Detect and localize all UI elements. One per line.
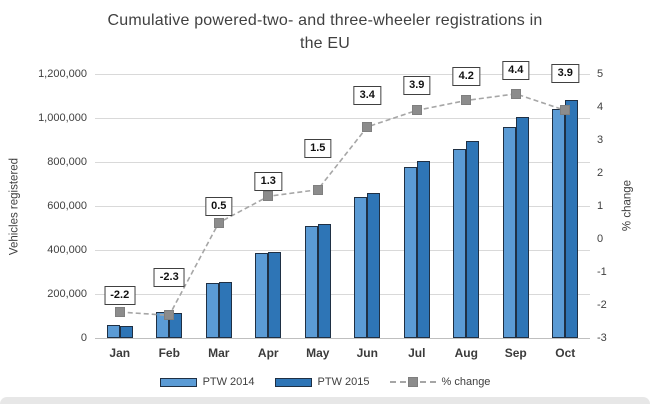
y-left-tick-label: 600,000 bbox=[47, 199, 87, 212]
legend-label: PTW 2014 bbox=[202, 376, 255, 388]
legend-label: % change bbox=[441, 376, 491, 388]
legend-item: % change bbox=[389, 376, 491, 388]
x-tick-label: Jul bbox=[408, 346, 426, 360]
pct-change-data-label: -2.2 bbox=[104, 286, 136, 306]
bar-ptw-2015 bbox=[367, 192, 381, 339]
gridline bbox=[95, 338, 590, 339]
gridline bbox=[95, 73, 590, 75]
gridline bbox=[95, 161, 590, 163]
bar-ptw-2015 bbox=[317, 224, 331, 339]
bar-ptw-2014 bbox=[255, 252, 269, 339]
pct-change-data-label: 4.2 bbox=[452, 67, 480, 87]
y-left-tick-label: 800,000 bbox=[47, 155, 87, 168]
legend-dashed-line-swatch bbox=[389, 377, 436, 387]
gridline bbox=[95, 117, 590, 119]
chart-legend: PTW 2014 PTW 2015 % change bbox=[0, 376, 650, 388]
legend-label: PTW 2015 bbox=[317, 376, 370, 388]
pct-change-data-label: -2.3 bbox=[153, 268, 185, 288]
y-right-tick-label: -1 bbox=[597, 265, 607, 278]
pct-change-data-label: 1.5 bbox=[304, 138, 332, 158]
pct-change-marker bbox=[461, 95, 472, 106]
x-tick-label: Oct bbox=[555, 346, 576, 360]
legend-marker-square bbox=[407, 377, 418, 387]
bar-ptw-2015 bbox=[565, 100, 579, 339]
y-left-tick-label: 1,200,000 bbox=[38, 67, 87, 80]
pct-change-data-label: 1.3 bbox=[254, 172, 282, 192]
y-right-tick-label: 5 bbox=[597, 67, 604, 80]
pct-change-marker bbox=[312, 184, 323, 195]
window-bottom-edge bbox=[0, 397, 650, 404]
bar-ptw-2015 bbox=[119, 325, 133, 339]
y-right-tick-label: -2 bbox=[597, 298, 607, 311]
pct-change-data-label: 0.5 bbox=[205, 196, 233, 216]
chart-title-line-1: Cumulative powered-two- and three-wheele… bbox=[107, 12, 543, 29]
bar-ptw-2014 bbox=[354, 197, 368, 339]
pct-change-data-label: 3.4 bbox=[353, 85, 381, 105]
x-tick-label: Sep bbox=[504, 346, 527, 360]
x-tick-label: Aug bbox=[454, 346, 478, 360]
pct-change-data-label: 4.4 bbox=[502, 60, 530, 80]
y-left-tick-label: 400,000 bbox=[47, 243, 87, 256]
bar-ptw-2015 bbox=[218, 282, 232, 339]
pct-change-marker bbox=[164, 310, 175, 321]
gridline bbox=[95, 293, 590, 295]
bar-ptw-2014 bbox=[552, 109, 566, 339]
bar-ptw-2014 bbox=[304, 226, 318, 339]
bar-ptw-2014 bbox=[453, 149, 467, 339]
pct-change-marker bbox=[362, 121, 373, 132]
legend-bar-swatch bbox=[274, 377, 312, 387]
y-right-tick-label: 0 bbox=[597, 232, 604, 245]
x-tick-label: Feb bbox=[158, 346, 180, 360]
bar-ptw-2014 bbox=[502, 126, 516, 339]
y-right-tick-label: 2 bbox=[597, 166, 604, 179]
legend-item: PTW 2015 bbox=[274, 376, 370, 388]
y-right-tick-label: -3 bbox=[597, 332, 607, 344]
pct-change-marker bbox=[114, 307, 125, 318]
chart-title: Cumulative powered-two- and three-wheele… bbox=[0, 9, 650, 55]
bar-ptw-2014 bbox=[106, 325, 120, 339]
x-tick-label: Apr bbox=[257, 346, 279, 360]
x-tick-label: May bbox=[306, 346, 330, 360]
bar-ptw-2015 bbox=[466, 141, 480, 339]
y-left-tick-label: 1,000,000 bbox=[38, 111, 87, 124]
pct-change-marker bbox=[560, 105, 571, 116]
pct-change-marker bbox=[411, 105, 422, 116]
pct-change-marker bbox=[263, 191, 274, 202]
bar-ptw-2015 bbox=[515, 117, 529, 339]
x-tick-label: Mar bbox=[208, 346, 230, 360]
x-tick-label: Jan bbox=[109, 346, 131, 360]
bar-ptw-2014 bbox=[205, 282, 219, 339]
gridline bbox=[95, 205, 590, 207]
pct-change-data-label: 3.9 bbox=[403, 76, 431, 96]
bar-ptw-2015 bbox=[268, 251, 282, 339]
legend-bar-swatch bbox=[159, 377, 197, 387]
bar-ptw-2015 bbox=[416, 160, 430, 339]
x-tick-label: Jun bbox=[356, 346, 378, 360]
pct-change-data-label: 3.9 bbox=[551, 64, 579, 84]
bar-ptw-2014 bbox=[403, 167, 417, 339]
chart-title-line-2: the EU bbox=[299, 35, 351, 52]
y-left-tick-label: 200,000 bbox=[47, 287, 87, 300]
legend-item: PTW 2014 bbox=[159, 376, 255, 388]
y-right-tick-label: 1 bbox=[597, 199, 604, 212]
pct-change-marker bbox=[213, 217, 224, 228]
gridline bbox=[95, 249, 590, 251]
y-right-tick-label: 3 bbox=[597, 133, 604, 146]
y-left-tick-label: 0 bbox=[80, 332, 87, 344]
y-right-tick-label: 4 bbox=[597, 100, 604, 113]
pct-change-marker bbox=[510, 88, 521, 99]
